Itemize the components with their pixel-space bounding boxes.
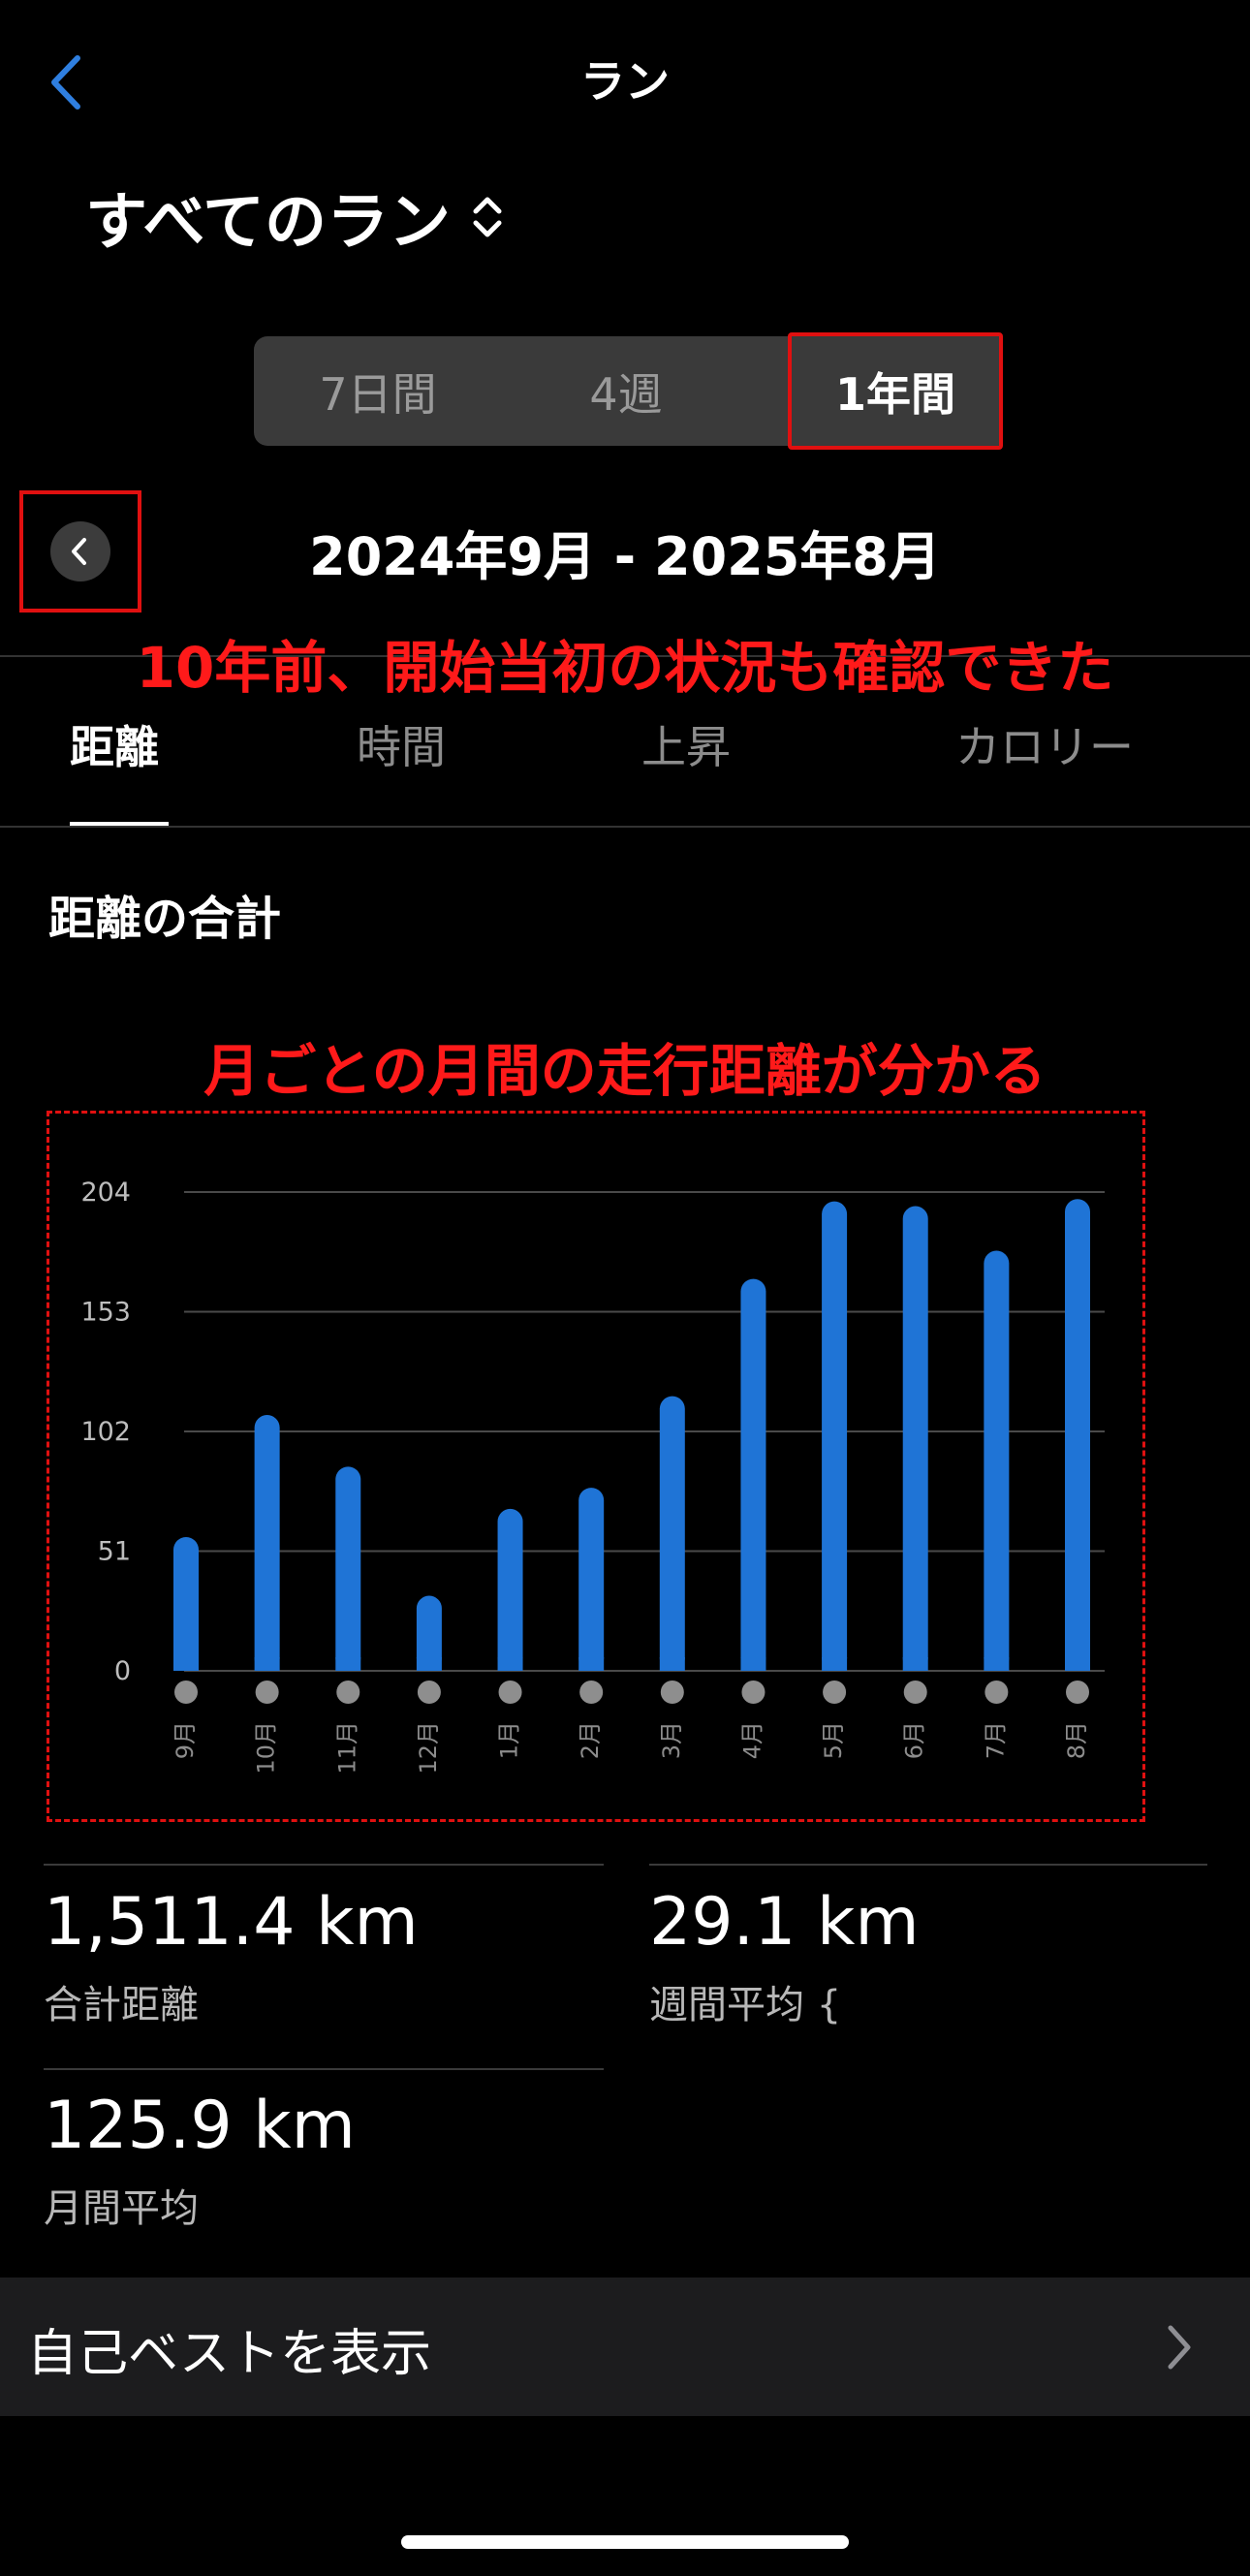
month-dot: [255, 1681, 279, 1704]
y-tick-label: 204: [80, 1178, 131, 1208]
annotation-chart: 月ごとの月間の走行距離が分かる: [203, 1038, 1047, 1104]
bar: [822, 1201, 848, 1671]
x-tick-label: 11月: [333, 1721, 360, 1775]
divider: [0, 826, 1250, 828]
month-dot: [1066, 1681, 1089, 1704]
x-tick-label: 9月: [172, 1721, 199, 1759]
x-tick-label: 10月: [253, 1721, 280, 1775]
period-range-label: 2024年9月 - 2025年8月: [309, 526, 941, 587]
bar-base: [984, 1657, 1010, 1671]
segment-7-days[interactable]: 7日間: [319, 367, 437, 421]
divider: [0, 655, 1250, 657]
bar: [497, 1508, 523, 1671]
month-dot: [660, 1681, 684, 1704]
divider: [44, 2068, 604, 2070]
bar: [902, 1206, 928, 1671]
month-dot: [498, 1681, 522, 1704]
home-indicator: [401, 2535, 849, 2549]
x-tick-label: 2月: [577, 1721, 604, 1759]
x-tick-label: 5月: [820, 1721, 847, 1759]
x-tick-label: 6月: [901, 1721, 928, 1759]
divider: [44, 1864, 604, 1866]
chevron-left-icon: [72, 538, 86, 565]
bar: [254, 1415, 280, 1671]
bar: [984, 1250, 1010, 1671]
up-down-chevron-icon: [473, 197, 502, 237]
bar-base: [173, 1657, 199, 1671]
bar-base: [740, 1657, 766, 1671]
show-personal-best-row[interactable]: 自己ベストを表示: [0, 2278, 1250, 2416]
x-tick-label: 1月: [496, 1721, 523, 1759]
show-personal-best-label: 自己ベストを表示: [27, 2325, 432, 2383]
tab-calories[interactable]: カロリー: [955, 721, 1134, 773]
weekly-average-value: 29.1 km: [649, 1884, 920, 1961]
bar: [416, 1595, 442, 1671]
y-tick-label: 51: [98, 1537, 131, 1567]
y-tick-label: 102: [80, 1417, 131, 1447]
page-title: ラン: [580, 55, 670, 108]
month-dot: [174, 1681, 198, 1704]
x-tick-label: 12月: [415, 1721, 442, 1775]
run-filter-label: すべてのラン: [85, 187, 451, 259]
bar-base: [902, 1657, 928, 1671]
bar-base: [497, 1657, 523, 1671]
segment-4-weeks[interactable]: 4週: [589, 367, 663, 421]
x-tick-label: 7月: [982, 1721, 1009, 1759]
tab-underline: [70, 822, 169, 826]
bar-base: [335, 1657, 361, 1671]
bar: [740, 1278, 766, 1671]
month-dot: [823, 1681, 847, 1704]
divider: [649, 1864, 1207, 1866]
weekly-average-label: 週間平均 {: [649, 1983, 842, 2027]
bar: [578, 1488, 605, 1671]
annotation-top: 10年前、開始当初の状況も確認できた: [136, 635, 1114, 701]
month-dot: [417, 1681, 441, 1704]
previous-period-highlight: [19, 490, 141, 613]
x-tick-label: 3月: [658, 1721, 685, 1759]
y-tick-label: 0: [114, 1656, 131, 1686]
y-tick-label: 153: [80, 1298, 131, 1328]
bar: [173, 1536, 199, 1671]
previous-period-button[interactable]: [50, 521, 110, 581]
month-dot: [984, 1681, 1009, 1704]
back-chevron-icon[interactable]: [39, 48, 97, 116]
bar-base: [254, 1657, 280, 1671]
bar-base: [416, 1657, 442, 1671]
x-tick-label: 8月: [1063, 1721, 1090, 1759]
bar-base: [1065, 1657, 1090, 1671]
bar: [659, 1396, 685, 1671]
bar: [335, 1466, 361, 1671]
run-filter-selector[interactable]: すべてのラン: [85, 173, 507, 262]
period-segmented-control: 7日間 4週 1年間: [254, 332, 1003, 450]
tab-elevation[interactable]: 上昇: [641, 721, 731, 773]
bar: [1065, 1199, 1090, 1671]
bar-base: [659, 1657, 685, 1671]
month-dot: [903, 1681, 927, 1704]
total-distance-label: 合計距離: [44, 1983, 199, 2027]
bar-base: [822, 1657, 848, 1671]
section-title: 距離の合計: [48, 892, 282, 946]
month-dot: [741, 1681, 766, 1704]
total-distance-value: 1,511.4 km: [44, 1884, 419, 1961]
x-tick-label: 4月: [738, 1721, 766, 1759]
tab-distance[interactable]: 距離: [70, 721, 159, 773]
tab-time[interactable]: 時間: [357, 721, 446, 773]
month-dot: [336, 1681, 360, 1704]
chart-highlight-box: [47, 1111, 1145, 1822]
monthly-distance-chart: 0 51 102 153 204 9月 10月 11月 12月 1月 2月 3月 4月 5月 6月 7月 8月: [80, 1178, 1105, 1775]
month-dot: [579, 1681, 604, 1704]
segment-1-year[interactable]: 1年間: [788, 332, 1003, 450]
monthly-average-label: 月間平均: [44, 2186, 199, 2231]
monthly-average-value: 125.9 km: [44, 2088, 356, 2164]
chevron-right-icon: [1168, 2325, 1191, 2370]
bar-base: [578, 1657, 605, 1671]
